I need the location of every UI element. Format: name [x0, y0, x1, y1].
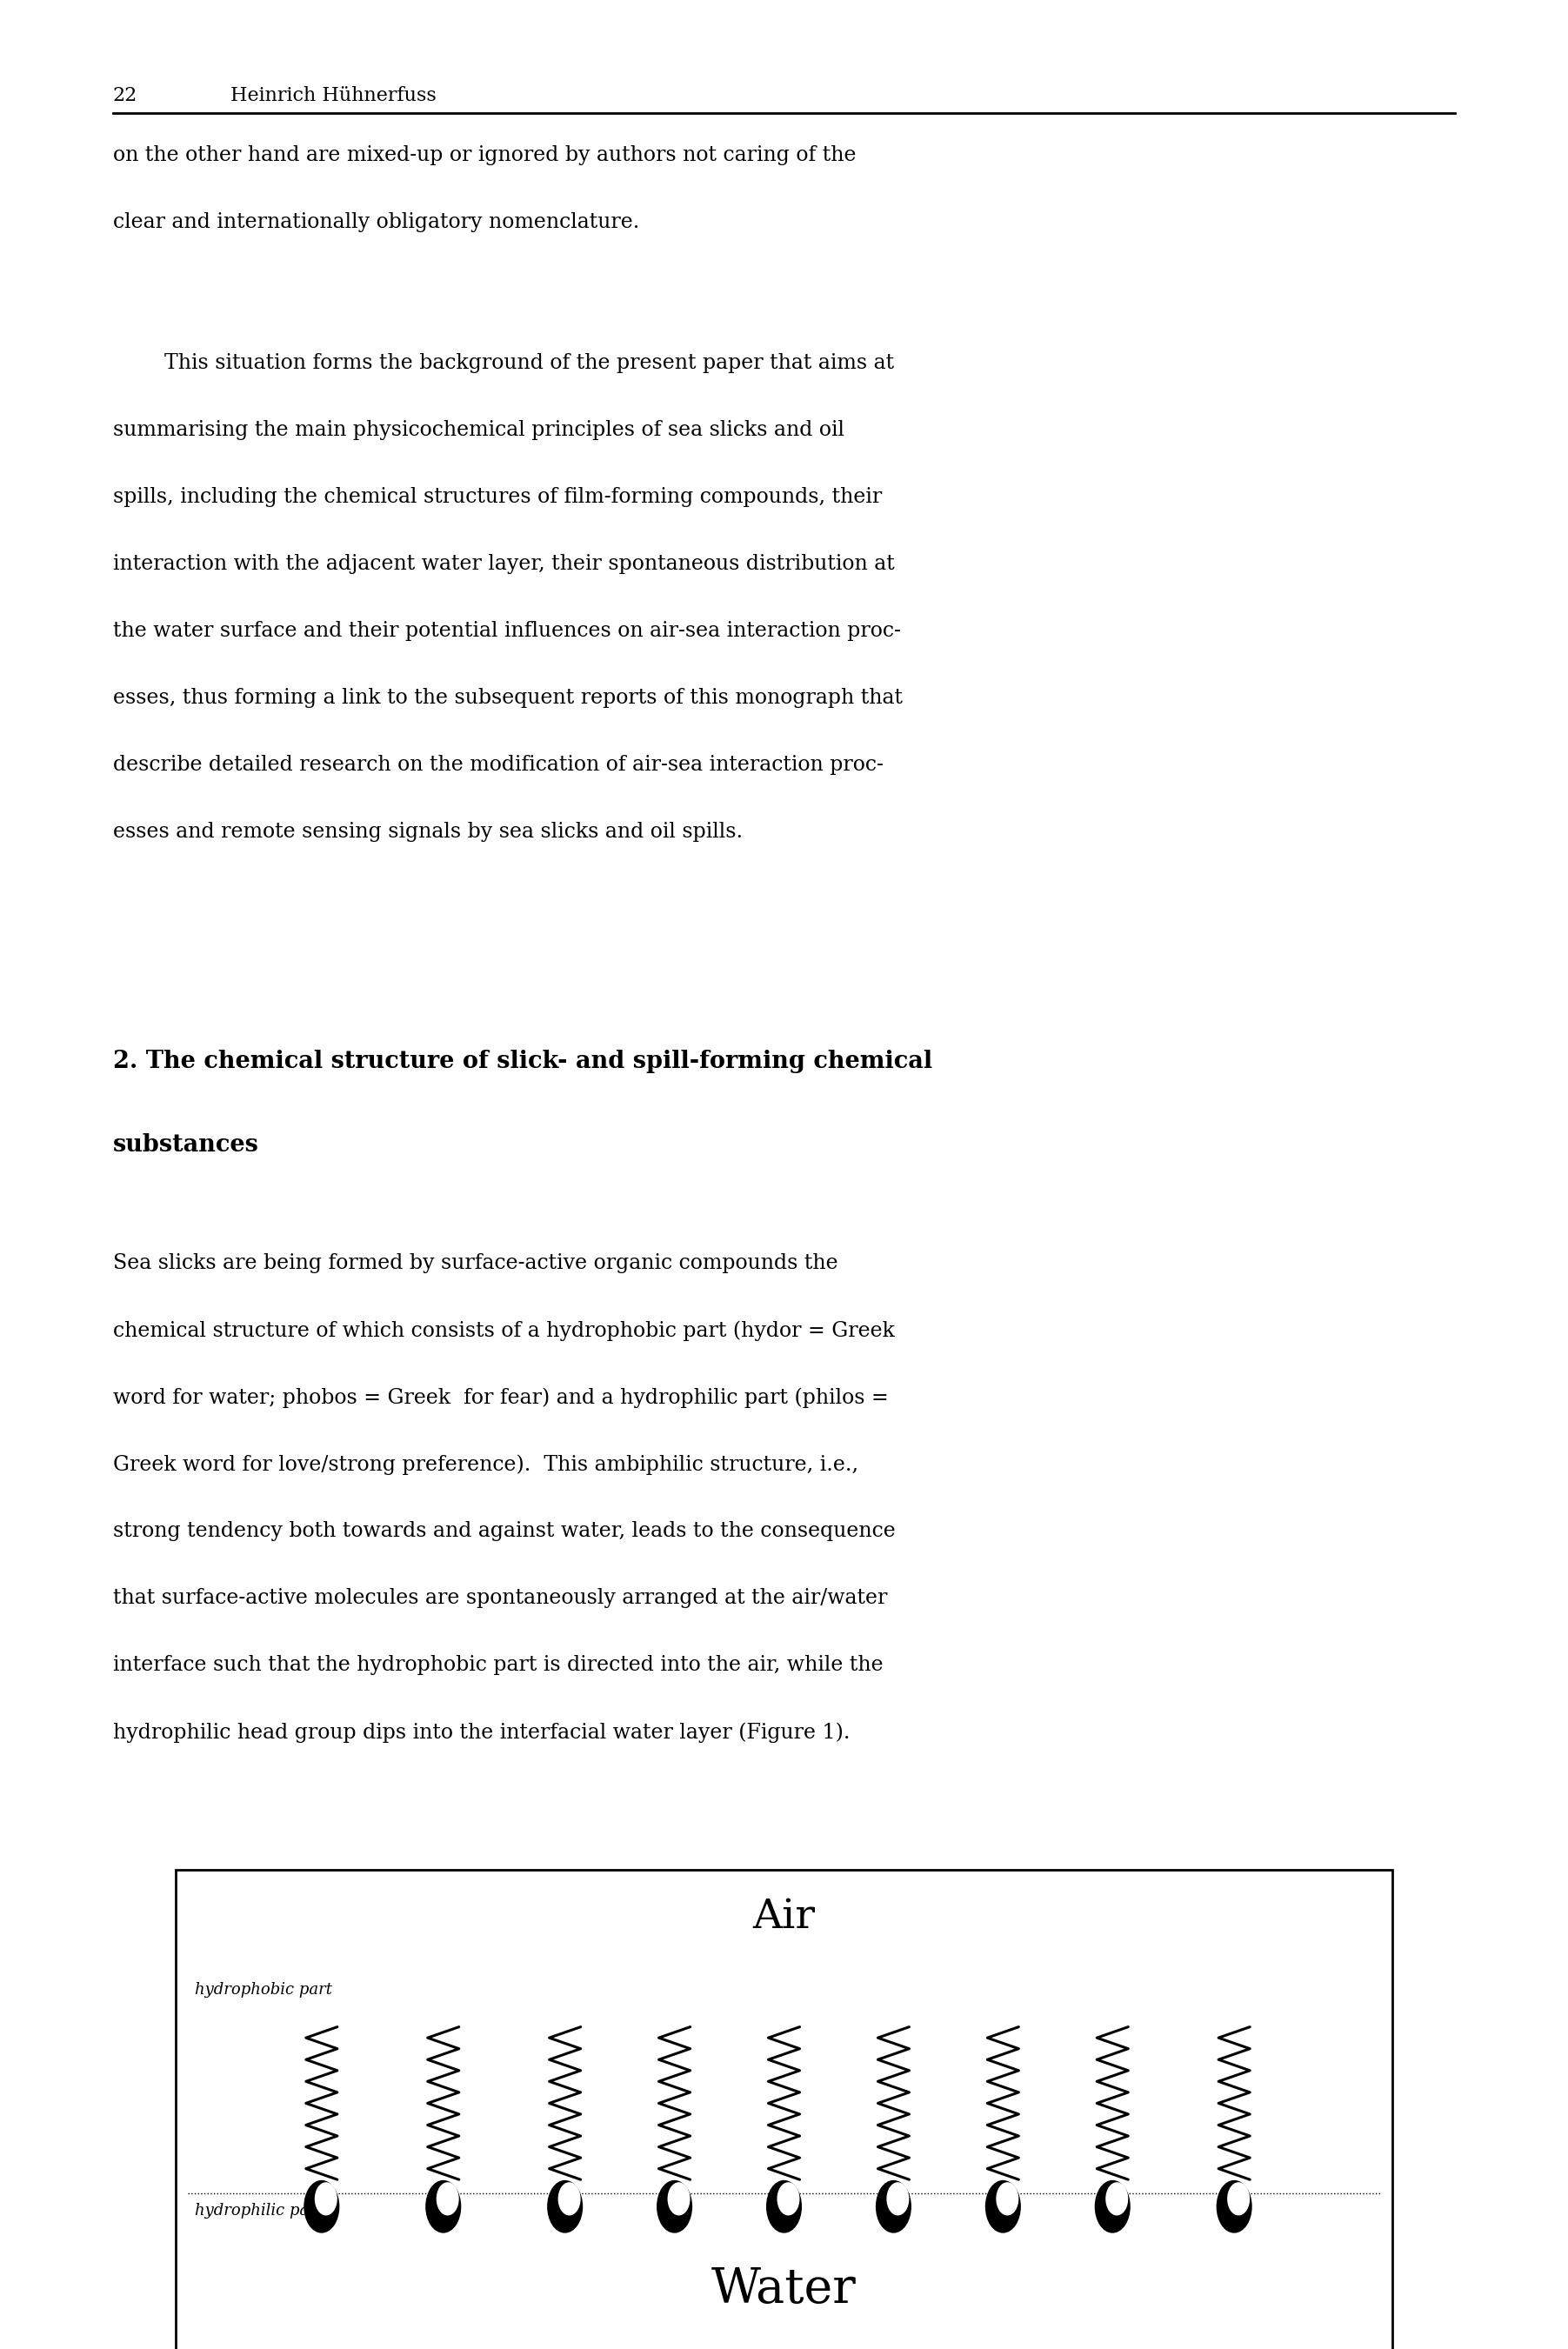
Circle shape: [426, 2180, 461, 2232]
Text: esses and remote sensing signals by sea slicks and oil spills.: esses and remote sensing signals by sea …: [113, 822, 743, 841]
Text: hydrophilic part: hydrophilic part: [194, 2203, 323, 2220]
Text: Air: Air: [753, 1898, 815, 1938]
Text: spills, including the chemical structures of film-forming compounds, their: spills, including the chemical structure…: [113, 486, 881, 507]
Circle shape: [657, 2180, 691, 2232]
Text: strong tendency both towards and against water, leads to the consequence: strong tendency both towards and against…: [113, 1522, 895, 1541]
Circle shape: [997, 2182, 1018, 2215]
Circle shape: [668, 2182, 690, 2215]
Circle shape: [1217, 2180, 1251, 2232]
Text: hydrophobic part: hydrophobic part: [194, 1983, 332, 1999]
Text: Heinrich Hühnerfuss: Heinrich Hühnerfuss: [230, 85, 436, 106]
Circle shape: [877, 2180, 911, 2232]
Text: esses, thus forming a link to the subsequent reports of this monograph that: esses, thus forming a link to the subseq…: [113, 688, 903, 707]
Circle shape: [1096, 2180, 1131, 2232]
Circle shape: [887, 2182, 908, 2215]
Text: Greek word for love/strong preference).  This ambiphilic structure, i.e.,: Greek word for love/strong preference). …: [113, 1454, 858, 1475]
Circle shape: [315, 2182, 337, 2215]
Text: This situation forms the background of the present paper that aims at: This situation forms the background of t…: [165, 352, 894, 373]
Text: interface such that the hydrophobic part is directed into the air, while the: interface such that the hydrophobic part…: [113, 1656, 883, 1675]
Text: hydrophilic head group dips into the interfacial water layer (Figure 1).: hydrophilic head group dips into the int…: [113, 1722, 850, 1743]
Circle shape: [304, 2180, 339, 2232]
Text: chemical structure of which consists of a hydrophobic part (hydor = Greek: chemical structure of which consists of …: [113, 1320, 895, 1341]
Circle shape: [437, 2182, 458, 2215]
Circle shape: [1105, 2182, 1127, 2215]
Text: Water: Water: [712, 2267, 856, 2314]
Text: describe detailed research on the modification of air-sea interaction proc-: describe detailed research on the modifi…: [113, 754, 883, 775]
Text: Sea slicks are being formed by surface-active organic compounds the: Sea slicks are being formed by surface-a…: [113, 1254, 837, 1273]
Text: interaction with the adjacent water layer, their spontaneous distribution at: interaction with the adjacent water laye…: [113, 554, 894, 573]
Text: 22: 22: [113, 85, 138, 106]
Text: summarising the main physicochemical principles of sea slicks and oil: summarising the main physicochemical pri…: [113, 420, 844, 439]
Circle shape: [986, 2180, 1021, 2232]
Circle shape: [558, 2182, 580, 2215]
Text: the water surface and their potential influences on air-sea interaction proc-: the water surface and their potential in…: [113, 620, 900, 641]
Text: that surface-active molecules are spontaneously arranged at the air/water: that surface-active molecules are sponta…: [113, 1588, 887, 1609]
Text: substances: substances: [113, 1132, 259, 1156]
Text: word for water; phobos = Greek  for fear) and a hydrophilic part (philos =: word for water; phobos = Greek for fear)…: [113, 1388, 889, 1407]
Text: clear and internationally obligatory nomenclature.: clear and internationally obligatory nom…: [113, 214, 640, 233]
Text: 2. The chemical structure of slick- and spill-forming chemical: 2. The chemical structure of slick- and …: [113, 1050, 933, 1073]
Circle shape: [1228, 2182, 1250, 2215]
Text: on the other hand are mixed-up or ignored by authors not caring of the: on the other hand are mixed-up or ignore…: [113, 146, 856, 167]
Circle shape: [778, 2182, 800, 2215]
Circle shape: [547, 2180, 582, 2232]
Bar: [176, 1870, 1392, 2349]
Circle shape: [767, 2180, 801, 2232]
